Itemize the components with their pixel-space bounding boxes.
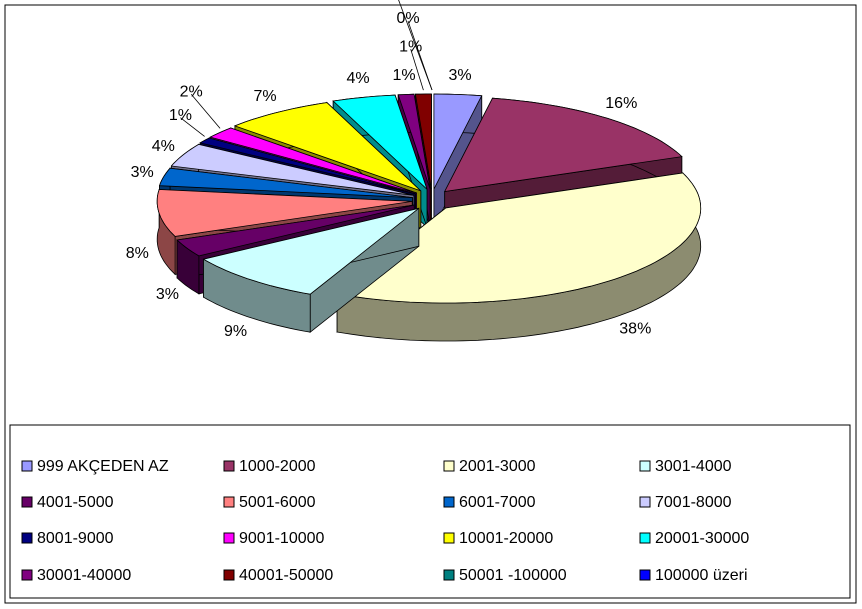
legend-label: 50001 -100000 bbox=[459, 567, 567, 584]
data-label: 0% bbox=[396, 10, 419, 27]
leader-line bbox=[180, 117, 205, 137]
slice bbox=[156, 189, 413, 237]
slice bbox=[233, 102, 422, 192]
legend-label: 40001-50000 bbox=[239, 567, 333, 584]
legend-label: 7001-8000 bbox=[655, 494, 732, 511]
legend-swatch bbox=[639, 532, 651, 544]
legend-swatch bbox=[639, 569, 651, 581]
slice bbox=[158, 167, 413, 198]
slice bbox=[414, 93, 432, 190]
data-label: 1% bbox=[399, 38, 422, 55]
legend-label: 20001-30000 bbox=[655, 530, 749, 547]
slice bbox=[176, 204, 415, 257]
legend-swatch bbox=[223, 569, 235, 581]
legend-label: 1000-2000 bbox=[239, 458, 316, 475]
legend-swatch bbox=[21, 532, 33, 544]
legend-swatch bbox=[21, 569, 33, 581]
slice bbox=[209, 127, 417, 194]
data-label: 1% bbox=[392, 67, 415, 84]
legend-label: 100000 üzeri bbox=[655, 567, 748, 584]
leader-line bbox=[410, 48, 424, 91]
legend-swatch bbox=[443, 569, 455, 581]
legend-label: 999 AKÇEDEN AZ bbox=[37, 458, 169, 475]
data-label: 8% bbox=[126, 245, 149, 262]
data-label: 9% bbox=[224, 323, 247, 340]
slice bbox=[336, 172, 702, 304]
data-label: 3% bbox=[448, 67, 471, 84]
slice bbox=[397, 93, 431, 190]
data-label: 16% bbox=[605, 95, 637, 112]
legend-swatch bbox=[21, 496, 33, 508]
legend-swatch bbox=[639, 496, 651, 508]
data-label: 7% bbox=[254, 88, 277, 105]
legend-label: 3001-4000 bbox=[655, 458, 732, 475]
data-labels: 3%16%38%9%3%8%3%4%1%2%7%4%1%1%0%0% bbox=[126, 0, 651, 340]
slice bbox=[202, 207, 420, 295]
legend: 999 AKÇEDEN AZ 1000-2000 2001-3000 3001-400… bbox=[21, 458, 749, 584]
legend-label: 6001-7000 bbox=[459, 494, 536, 511]
legend-swatch bbox=[223, 532, 235, 544]
slice bbox=[332, 94, 428, 190]
pie-3d bbox=[156, 93, 702, 342]
slice bbox=[202, 207, 420, 334]
data-label: 4% bbox=[152, 138, 175, 155]
data-label: 3% bbox=[156, 286, 179, 303]
legend-swatch bbox=[443, 496, 455, 508]
data-label: 1% bbox=[169, 107, 192, 124]
legend-label: 8001-9000 bbox=[37, 530, 114, 547]
legend-label: 10001-20000 bbox=[459, 530, 553, 547]
legend-swatch bbox=[443, 460, 455, 472]
leader-line bbox=[398, 0, 433, 91]
data-label: 38% bbox=[619, 320, 651, 337]
leader-line bbox=[190, 94, 221, 129]
legend-label: 9001-10000 bbox=[239, 530, 325, 547]
slice bbox=[443, 97, 683, 193]
legend-label: 4001-5000 bbox=[37, 494, 114, 511]
legend-swatch bbox=[21, 460, 33, 472]
legend-swatch bbox=[443, 532, 455, 544]
data-label: 3% bbox=[131, 164, 154, 181]
data-label: 2% bbox=[180, 84, 203, 101]
slice bbox=[433, 93, 483, 190]
legend-label: 30001-40000 bbox=[37, 567, 131, 584]
legend-label: 2001-3000 bbox=[459, 458, 536, 475]
slice bbox=[170, 143, 414, 196]
slice bbox=[199, 137, 416, 195]
slice bbox=[433, 93, 483, 228]
data-label: 4% bbox=[347, 70, 370, 87]
legend-swatch bbox=[639, 460, 651, 472]
legend-box bbox=[9, 424, 851, 599]
legend-swatch bbox=[223, 496, 235, 508]
legend-label: 5001-6000 bbox=[239, 494, 316, 511]
legend-swatch bbox=[223, 460, 235, 472]
